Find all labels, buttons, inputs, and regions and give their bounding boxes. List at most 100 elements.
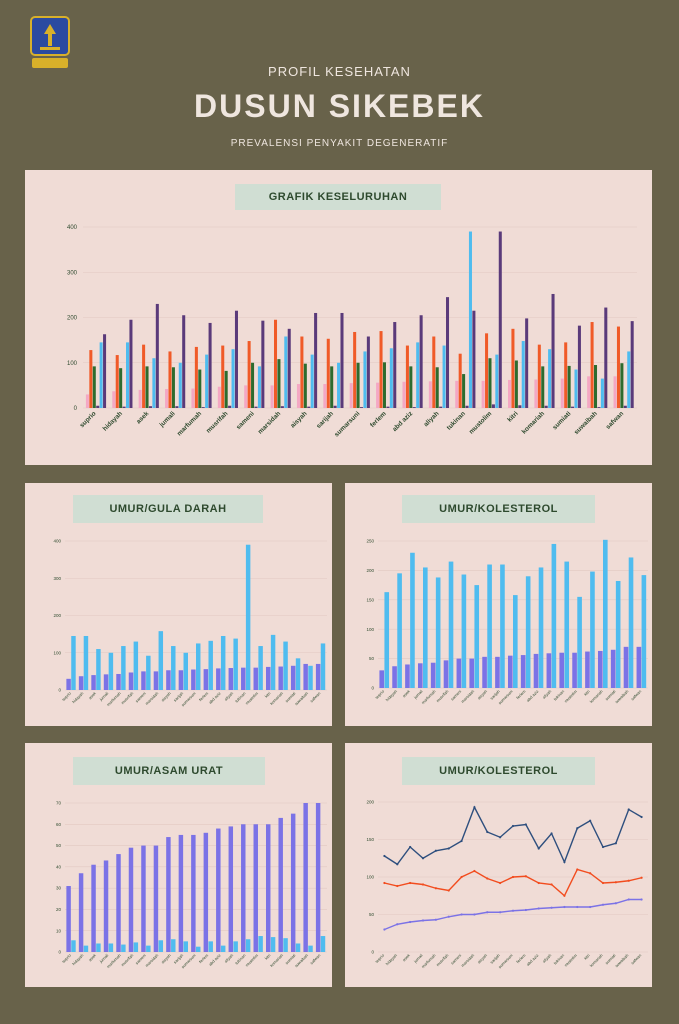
- bar: [330, 366, 334, 408]
- x-tick-label: mustolim: [563, 688, 578, 703]
- data-point: [550, 906, 553, 909]
- uric-acid-bar-chart: 0 10 20 30 40 50 60 70 suprio hidayah asek jumali ma…: [56, 801, 327, 969]
- x-tick-label: suwaibah: [614, 689, 629, 704]
- bar: [443, 660, 449, 688]
- data-point: [434, 918, 437, 921]
- bar: [92, 366, 96, 408]
- y-tick-label: 150: [366, 837, 374, 842]
- bar: [96, 405, 100, 408]
- data-point: [473, 913, 476, 916]
- bar: [356, 362, 360, 408]
- x-tick-label: tukinan: [446, 410, 467, 431]
- bar: [203, 669, 209, 690]
- data-point: [396, 884, 399, 888]
- bar: [469, 658, 475, 688]
- bar: [280, 406, 284, 408]
- bar: [417, 663, 423, 688]
- bar: [564, 561, 570, 688]
- bar: [233, 941, 238, 952]
- bar: [128, 847, 134, 952]
- bar: [538, 567, 544, 688]
- y-tick-label: 0: [371, 686, 374, 691]
- bar: [216, 828, 221, 952]
- y-tick-label: 30: [56, 886, 62, 891]
- bar: [221, 345, 225, 408]
- x-tick-label: jumali: [98, 953, 110, 965]
- bar: [122, 406, 126, 408]
- bar: [481, 380, 485, 408]
- bar: [307, 406, 311, 408]
- bar: [228, 405, 232, 408]
- x-tick-label: hidayah: [385, 689, 398, 702]
- cholesterol-chart-panel: UMUR/KOLESTEROL 0 50 100 150 200 250 suprio hid…: [345, 483, 652, 726]
- bar: [616, 326, 620, 408]
- bar: [382, 362, 386, 408]
- bar: [142, 344, 146, 408]
- x-tick-label: suprio: [374, 952, 386, 964]
- bar: [178, 834, 184, 952]
- bar: [308, 665, 313, 690]
- bar: [83, 635, 89, 690]
- bar: [158, 631, 164, 690]
- bar: [171, 367, 175, 408]
- bar: [128, 672, 134, 690]
- bar: [456, 658, 462, 688]
- bar: [203, 832, 209, 952]
- x-tick-label: jumali: [158, 410, 177, 429]
- bar: [360, 407, 364, 408]
- series-line: [384, 805, 642, 866]
- bar: [363, 351, 367, 408]
- data-point: [550, 883, 553, 886]
- bar: [541, 366, 545, 408]
- bar: [191, 834, 196, 952]
- x-tick-label: sarijah: [315, 410, 335, 430]
- data-point: [511, 824, 515, 828]
- data-point: [563, 860, 566, 864]
- bar: [628, 557, 634, 688]
- bar: [525, 576, 531, 688]
- y-tick-label: 50: [369, 656, 375, 661]
- x-tick-label: marsidah: [460, 953, 475, 968]
- x-tick-label: kitri: [264, 691, 272, 699]
- uric-acid-chart-title: UMUR/ASAM URAT: [73, 757, 265, 785]
- bar: [412, 407, 416, 408]
- y-tick-label: 100: [67, 361, 78, 367]
- x-tick-label: abd aziz: [525, 953, 539, 967]
- x-tick-label: suwaibah: [294, 953, 309, 968]
- data-point: [383, 928, 386, 931]
- bar: [507, 655, 513, 688]
- glucose-chart-panel: UMUR/GULA DARAH 0 100 200 300 400 suprio hiday…: [25, 483, 332, 726]
- data-point: [524, 908, 527, 912]
- report-kicker: PROFIL KESEHATAN: [268, 64, 411, 79]
- bar: [495, 354, 499, 408]
- bar: [615, 580, 621, 688]
- bar: [613, 376, 617, 408]
- bar: [423, 567, 428, 688]
- bar: [567, 365, 571, 408]
- bar: [220, 945, 226, 952]
- bar: [198, 369, 202, 408]
- data-point: [421, 857, 425, 860]
- x-tick-label: abd aziz: [391, 410, 414, 433]
- bar: [585, 651, 590, 688]
- data-point: [434, 849, 437, 852]
- data-point: [601, 845, 605, 849]
- bar: [448, 561, 454, 688]
- cholesterol-line-panel: UMUR/KOLESTEROL 0 50 100 150 200 suprio hidaya…: [345, 743, 652, 987]
- bar: [145, 366, 149, 408]
- bar: [171, 646, 176, 690]
- bar: [234, 310, 238, 408]
- y-tick-label: 300: [67, 270, 78, 276]
- bar: [146, 655, 151, 690]
- x-tick-label: ferlem: [515, 688, 527, 700]
- bar: [290, 813, 296, 952]
- bar: [636, 646, 642, 688]
- bar: [551, 543, 557, 688]
- bar: [224, 370, 228, 408]
- bar: [85, 394, 89, 408]
- x-tick-label: sameni: [235, 410, 256, 431]
- overall-chart-panel: GRAFIK KESELURUHAN 0 100 200 300 400 suprio hi…: [25, 170, 652, 465]
- bar: [228, 668, 234, 690]
- bar: [544, 405, 548, 408]
